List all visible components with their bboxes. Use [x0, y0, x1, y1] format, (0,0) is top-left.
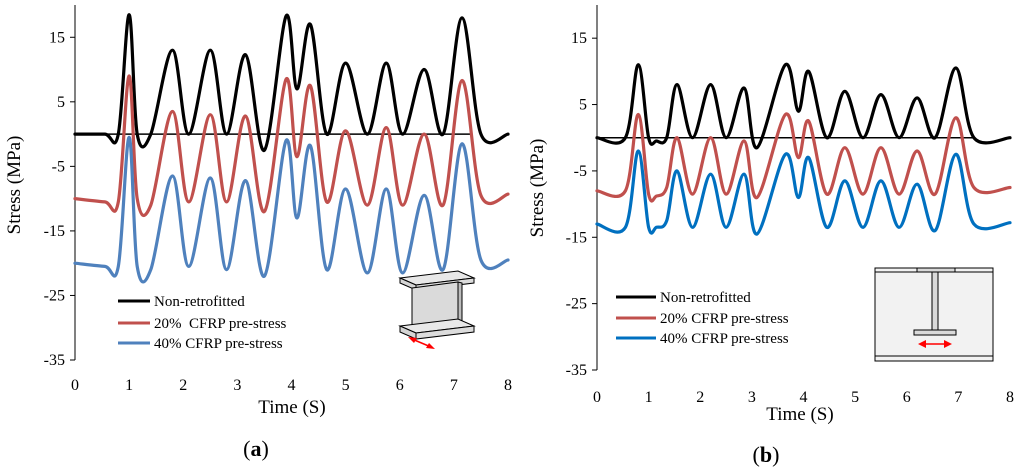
x-tick-label: 6 — [903, 389, 911, 406]
legend-item-40-cfrp-b: 40% CFRP pre-stress — [616, 331, 789, 347]
x-tick-label: 7 — [450, 377, 458, 394]
y-tick-label: -25 — [44, 287, 65, 304]
x-tick-label: 3 — [748, 389, 756, 406]
y-tick-label: -25 — [566, 296, 587, 313]
series-line-20-cfrp-pre-stress — [73, 74, 510, 217]
x-tick-label: 3 — [233, 377, 241, 394]
legend-label-40-cfrp-a: 40% CFRP pre-stress — [154, 336, 283, 352]
x-tick-label: 8 — [504, 377, 512, 394]
y-tick-label: 5 — [57, 94, 65, 111]
y-axis-title-a: Stress (MPa) — [4, 136, 25, 235]
x-tick-label: 1 — [645, 389, 653, 406]
y-tick-labels-b: 15 5 -5 -15 -25 -35 — [566, 30, 587, 379]
y-tick-label: -15 — [566, 229, 587, 246]
x-tick-label: 2 — [696, 389, 704, 406]
series-line-40-cfrp-pre-stress — [595, 149, 1012, 236]
load-direction-arrow-b — [918, 340, 952, 348]
y-tick-marks-a — [70, 36, 75, 361]
series-line-20-cfrp-pre-stress — [595, 112, 1012, 203]
load-direction-arrow-a — [408, 337, 435, 349]
legend-label-non-retrofitted-a: Non-retrofitted — [154, 294, 245, 310]
legend-b: Non-retrofitted 20% CFRP pre-stress 40% … — [616, 290, 789, 347]
y-tick-label: -35 — [44, 352, 65, 369]
y-tick-label: 15 — [49, 29, 65, 46]
x-tick-label: 0 — [593, 389, 601, 406]
i-beam-3d-icon — [398, 270, 476, 349]
legend-item-20-cfrp-a: 20% CFRP pre-stress — [118, 316, 287, 332]
x-axis-title-b: Time (S) — [766, 404, 833, 425]
y-tick-labels-a: 15 5 -5 -15 -25 -35 — [44, 29, 65, 369]
y-axis-title-b: Stress (MPa) — [527, 139, 548, 238]
x-tick-label: 7 — [954, 389, 962, 406]
legend-item-20-cfrp-b: 20% CFRP pre-stress — [616, 311, 789, 327]
i-beam-section-icon — [874, 267, 994, 362]
series-line-40-cfrp-pre-stress — [73, 135, 510, 284]
legend-a: Non-retrofitted 20% CFRP pre-stress 40% … — [118, 294, 287, 352]
x-tick-labels-b: 0 1 2 3 4 5 6 7 8 — [593, 389, 1014, 406]
x-tick-label: 1 — [125, 377, 133, 394]
x-tick-labels-a: 0 1 2 3 4 5 6 7 8 — [71, 377, 512, 394]
x-tick-label: 5 — [342, 377, 350, 394]
legend-label-20-cfrp-a: 20% CFRP pre-stress — [154, 316, 287, 332]
x-tick-label: 4 — [288, 377, 296, 394]
y-tick-marks-b — [592, 37, 597, 371]
series-group-b — [595, 63, 1012, 236]
legend-label-40-cfrp-b: 40% CFRP pre-stress — [660, 331, 789, 347]
x-tick-label: 6 — [396, 377, 404, 394]
series-line-non-retrofitted — [73, 13, 510, 152]
x-tick-label: 5 — [851, 389, 859, 406]
panel-caption-b: (b) — [753, 442, 780, 467]
y-tick-label: -35 — [566, 362, 587, 379]
series-group-a — [73, 13, 510, 284]
y-tick-label: 15 — [571, 30, 587, 47]
x-tick-label: 4 — [800, 389, 808, 406]
legend-label-20-cfrp-b: 20% CFRP pre-stress — [660, 311, 789, 327]
panel-caption-a: (a) — [243, 436, 269, 461]
y-tick-label: 5 — [579, 97, 587, 114]
y-tick-label: -5 — [52, 158, 65, 175]
legend-label-non-retrofitted-b: Non-retrofitted — [660, 290, 751, 306]
y-tick-label: -15 — [44, 223, 65, 240]
legend-item-non-retrofitted-a: Non-retrofitted — [118, 294, 245, 310]
y-tick-label: -5 — [574, 163, 587, 180]
chart-panel-b: 15 5 -5 -15 -25 -35 0 1 2 3 4 5 6 7 8 Stress (MPa) Ti… — [527, 5, 1014, 467]
series-line-non-retrofitted — [595, 63, 1012, 150]
legend-item-non-retrofitted-b: Non-retrofitted — [616, 290, 751, 306]
chart-panel-a: 15 5 -5 -15 -25 -35 0 1 2 3 4 5 6 7 8 Stress (MPa) Ti… — [4, 5, 512, 461]
x-tick-label: 8 — [1006, 389, 1014, 406]
legend-item-40-cfrp-a: 40% CFRP pre-stress — [118, 336, 283, 352]
x-tick-label: 0 — [71, 377, 79, 394]
x-axis-title-a: Time (S) — [258, 397, 325, 418]
x-tick-label: 2 — [179, 377, 187, 394]
